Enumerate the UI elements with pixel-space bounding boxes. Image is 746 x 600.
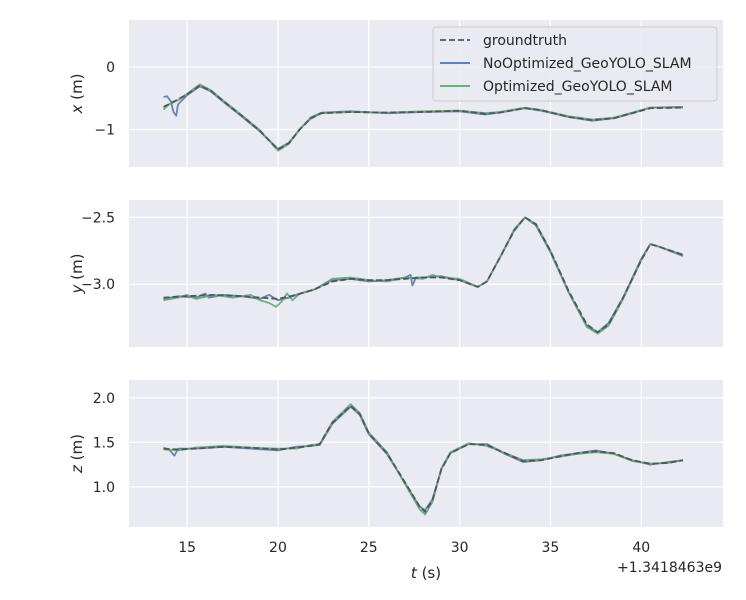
- legend-label-noopt: NoOptimized_GeoYOLO_SLAM: [483, 56, 692, 72]
- x-tick-label: 20: [269, 540, 287, 556]
- x-axis-label-var: t: [411, 564, 418, 582]
- x-tick-label: 30: [451, 540, 469, 556]
- legend-box: [432, 26, 718, 102]
- x-axis-label-unit: (s): [417, 564, 441, 582]
- x-axis-offset-label: +1.3418463e9: [617, 560, 722, 576]
- y-tick-label-y: −2.5: [81, 210, 115, 226]
- y-axis-label-unit-x: (m): [68, 74, 86, 105]
- panel-z: 15 20 25 30 35 40 2.0 1.5 1.0 z (m): [68, 380, 723, 556]
- x-axis-label: t (s): [411, 564, 441, 582]
- panel-background-y: [129, 200, 723, 347]
- y-tick-label-x: −1: [94, 122, 115, 138]
- y-axis-label-var-z: z: [68, 464, 86, 474]
- y-tick-label-z: 1.0: [93, 480, 115, 496]
- series-groundtruth-z: [163, 404, 684, 513]
- y-tick-label-z: 1.5: [93, 435, 115, 451]
- y-axis-label-z: z (m): [68, 434, 86, 474]
- x-tick-label: 40: [632, 540, 650, 556]
- legend-label-groundtruth: groundtruth: [483, 33, 567, 49]
- y-tick-label-x: 0: [106, 60, 115, 76]
- series-groundtruth-x: [163, 84, 684, 151]
- y-tick-label-z: 2.0: [93, 391, 115, 407]
- legend: groundtruth NoOptimized_GeoYOLO_SLAM Opt…: [432, 26, 718, 102]
- y-axis-label-unit-y: (m): [68, 254, 86, 285]
- y-axis-label-var-y: y: [68, 283, 86, 294]
- y-axis-label-y: y (m): [68, 254, 86, 295]
- panel-background-z: [129, 380, 723, 527]
- y-tick-label-y: −3.0: [81, 277, 115, 293]
- series-groundtruth-y: [163, 216, 684, 334]
- x-tick-label: 15: [178, 540, 196, 556]
- x-tick-label: 35: [542, 540, 560, 556]
- x-tick-label: 25: [360, 540, 378, 556]
- y-axis-label-var-x: x: [68, 104, 86, 114]
- panel-y: −2.5 −3.0y (m): [68, 200, 723, 347]
- y-axis-label-unit-z: (m): [68, 434, 86, 465]
- legend-label-opt: Optimized_GeoYOLO_SLAM: [483, 79, 672, 95]
- y-axis-label-x: x (m): [68, 74, 86, 115]
